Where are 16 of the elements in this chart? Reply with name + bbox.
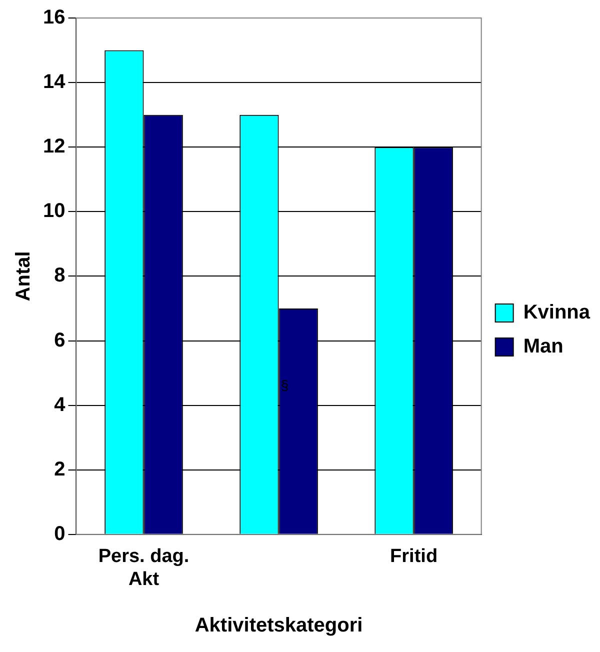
y-tick-label: 0 (54, 522, 66, 545)
y-tick-label: 6 (54, 329, 66, 352)
y-tick-label: 10 (42, 200, 66, 222)
y-tick-label: 4 (54, 394, 66, 416)
legend-label: Kvinna (523, 302, 591, 324)
y-tick-label: 8 (54, 264, 66, 287)
annotation: § (280, 376, 289, 393)
y-tick-label: 2 (54, 458, 66, 480)
x-axis-title: Aktivitetskategori (194, 614, 363, 637)
y-tick-label: 12 (42, 136, 66, 158)
x-tick-label: Fritid (390, 546, 438, 568)
x-tick-label: Pers. dag. Akt (98, 546, 190, 590)
y-tick-label: 14 (42, 71, 66, 94)
legend-label: Man (523, 336, 564, 358)
y-tick-label: 16 (42, 6, 66, 29)
y-axis-title: Antal (12, 251, 35, 302)
